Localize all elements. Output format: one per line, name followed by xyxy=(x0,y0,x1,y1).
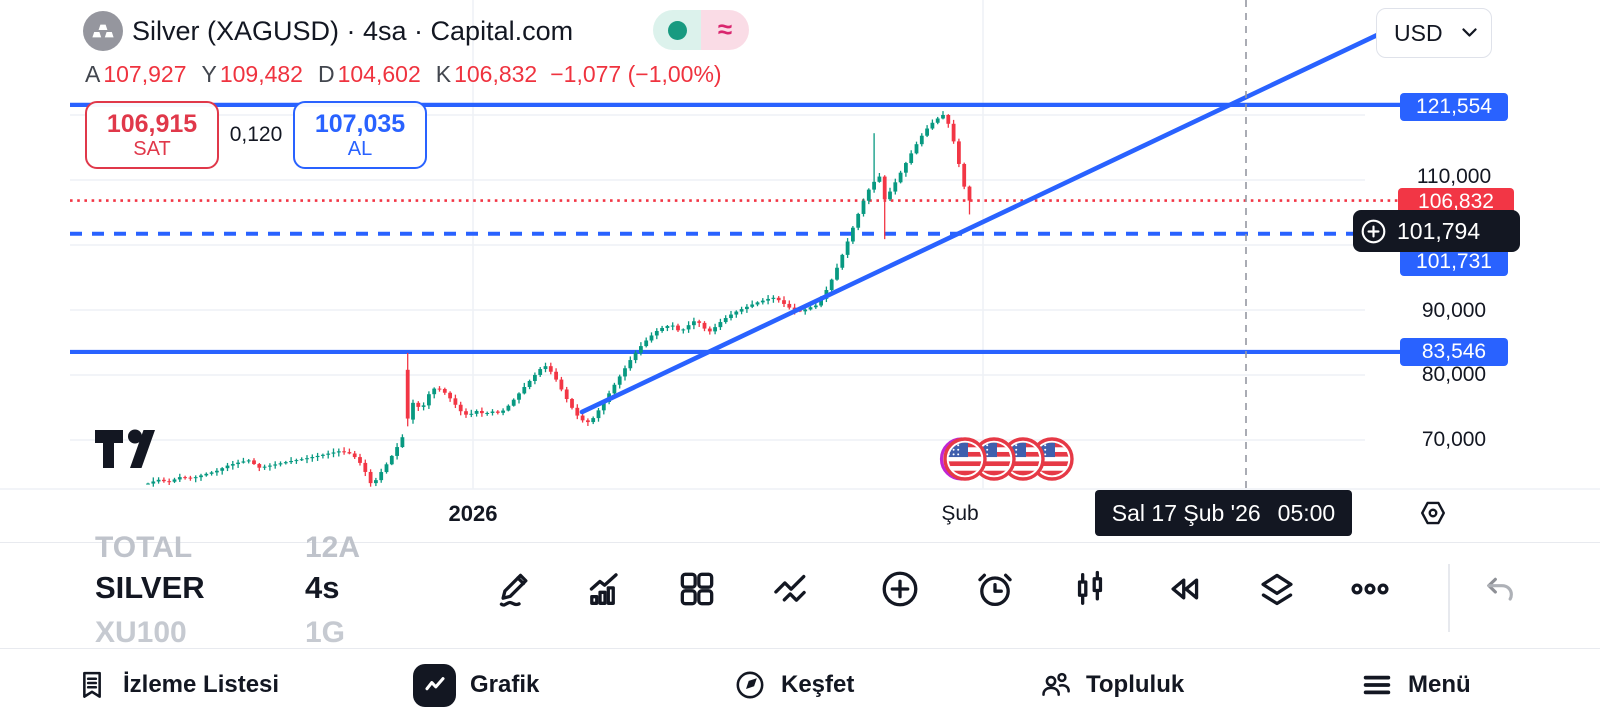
resistance-price-label: 121,554 xyxy=(1400,93,1508,121)
chart-settings-icon[interactable] xyxy=(1416,496,1450,530)
watchlist-icon xyxy=(83,671,101,698)
alert-price-label: 101,731 xyxy=(1400,248,1508,276)
currency-selector[interactable]: USD xyxy=(1376,8,1492,58)
replay-icon xyxy=(1171,578,1199,600)
nav-item-community[interactable]: Topluluk xyxy=(1038,649,1184,720)
sell-price: 106,915 xyxy=(106,109,198,138)
replay-tool-button[interactable] xyxy=(1161,567,1205,611)
high-value: Y 109,482 xyxy=(201,61,303,87)
nav-item-menu[interactable]: Menü xyxy=(1360,649,1471,720)
market-open-segment xyxy=(653,10,701,50)
add-icon xyxy=(882,571,918,607)
candlestick-chart[interactable] xyxy=(0,0,1600,542)
picker-interval: 1G xyxy=(305,616,346,649)
chart-toolbar: TOTAL 12A SILVER 4s XU100 1G xyxy=(0,531,1600,649)
picker-interval: 12A xyxy=(305,531,361,564)
low-value: D 104,602 xyxy=(317,61,421,87)
candles-layer xyxy=(146,111,972,487)
more-tool-button[interactable] xyxy=(1348,567,1392,611)
market-open-dot-icon xyxy=(667,20,687,40)
axis-tick-90: 90,000 xyxy=(1421,299,1487,322)
nav-item-explore[interactable]: Keşfet xyxy=(733,649,854,720)
draw-tool-button[interactable] xyxy=(493,567,537,611)
objects-icon xyxy=(1261,573,1293,606)
bar-style-icon xyxy=(1077,570,1103,605)
watchlist-icon xyxy=(75,668,109,702)
tradingview-watermark xyxy=(95,429,155,468)
chevron-down-icon xyxy=(1462,28,1477,37)
spread-value: 0,120 xyxy=(229,123,283,146)
add-tool-button[interactable] xyxy=(878,567,922,611)
layouts-icon xyxy=(680,572,714,606)
alert-icon xyxy=(978,573,1012,607)
compare-icon xyxy=(774,574,806,602)
support-price-label: 83,546 xyxy=(1400,338,1508,366)
undo-icon xyxy=(1487,577,1513,601)
sell-label: SAT xyxy=(133,137,171,160)
silver-ingots-icon xyxy=(83,11,123,51)
axis-tick-110: 110,000 xyxy=(1416,165,1492,188)
explore-icon xyxy=(736,671,764,699)
draw-icon xyxy=(499,573,528,607)
explore-icon xyxy=(733,668,767,702)
crosshair-time-tooltip: Sal 17 Şub '26 05:00 xyxy=(1095,490,1352,536)
tooltip-date: Sal 17 Şub '26 xyxy=(1111,499,1261,526)
market-status-toggle[interactable]: ≈ xyxy=(653,10,749,50)
bar-style-tool-button[interactable] xyxy=(1068,567,1112,611)
crosshair-price-label: 101,794 xyxy=(1353,210,1520,252)
crosshair-plus-button[interactable] xyxy=(1360,218,1387,245)
nav-label: Keşfet xyxy=(781,671,855,698)
nav-label: Grafik xyxy=(470,671,540,698)
community-icon xyxy=(1042,672,1070,696)
picker-symbol: TOTAL xyxy=(95,531,193,564)
more-icon xyxy=(1351,583,1389,595)
chart-icon xyxy=(424,677,445,691)
open-value: A 107,927 xyxy=(85,61,187,87)
close-value: K 106,832 xyxy=(435,61,538,87)
menu-icon xyxy=(1360,668,1394,702)
chart-icon xyxy=(413,663,456,707)
nav-label: Topluluk xyxy=(1086,671,1185,698)
buy-button[interactable]: 107,035 AL xyxy=(293,101,427,169)
toolbar-divider xyxy=(1448,564,1450,632)
data-mode-segment: ≈ xyxy=(701,10,749,50)
nav-label: Menü xyxy=(1408,671,1471,698)
axis-tick-70: 70,000 xyxy=(1421,428,1487,451)
sell-button[interactable]: 106,915 SAT xyxy=(85,101,219,169)
picker-symbol: SILVER xyxy=(95,570,205,605)
xaxis-month-label: Şub xyxy=(941,502,979,525)
delayed-data-wave-icon: ≈ xyxy=(717,13,733,44)
indicators-icon xyxy=(589,573,618,605)
currency-value: USD xyxy=(1394,19,1443,46)
axis-tick-80: 80,000 xyxy=(1421,363,1487,386)
nav-item-chart[interactable]: Grafik xyxy=(413,649,539,720)
menu-icon xyxy=(1363,675,1391,695)
layouts-tool-button[interactable] xyxy=(675,567,719,611)
objects-tool-button[interactable] xyxy=(1255,567,1299,611)
symbol-title[interactable]: Silver (XAGUSD) · 4sa · Capital.com xyxy=(132,16,574,46)
indicators-tool-button[interactable] xyxy=(583,567,627,611)
economic-event-flags[interactable] xyxy=(939,437,1074,481)
tooltip-time: 05:00 xyxy=(1277,499,1336,526)
trendline[interactable] xyxy=(579,25,1395,415)
change-value: −1,077 (−1,00%) xyxy=(550,61,722,87)
crosshair-price-value: 101,794 xyxy=(1397,217,1481,244)
alert-tool-button[interactable] xyxy=(973,567,1017,611)
nav-label: İzleme Listesi xyxy=(123,671,280,698)
ohlc-row: A 107,927 Y 109,482 D 104,602 K 106,832 −1,0… xyxy=(85,61,722,88)
picker-symbol: XU100 xyxy=(95,616,187,649)
compare-tool-button[interactable] xyxy=(768,567,812,611)
undo-button[interactable] xyxy=(1480,569,1520,609)
picker-interval: 4s xyxy=(305,570,340,605)
xaxis-year-label: 2026 xyxy=(448,501,498,526)
buy-price: 107,035 xyxy=(314,109,406,138)
buy-label: AL xyxy=(347,137,373,160)
nav-item-watchlist[interactable]: İzleme Listesi xyxy=(75,649,279,720)
community-icon xyxy=(1038,668,1072,702)
bottom-navigation: İzleme Listesi Grafik Keşfet Topluluk Menü xyxy=(0,648,1600,720)
